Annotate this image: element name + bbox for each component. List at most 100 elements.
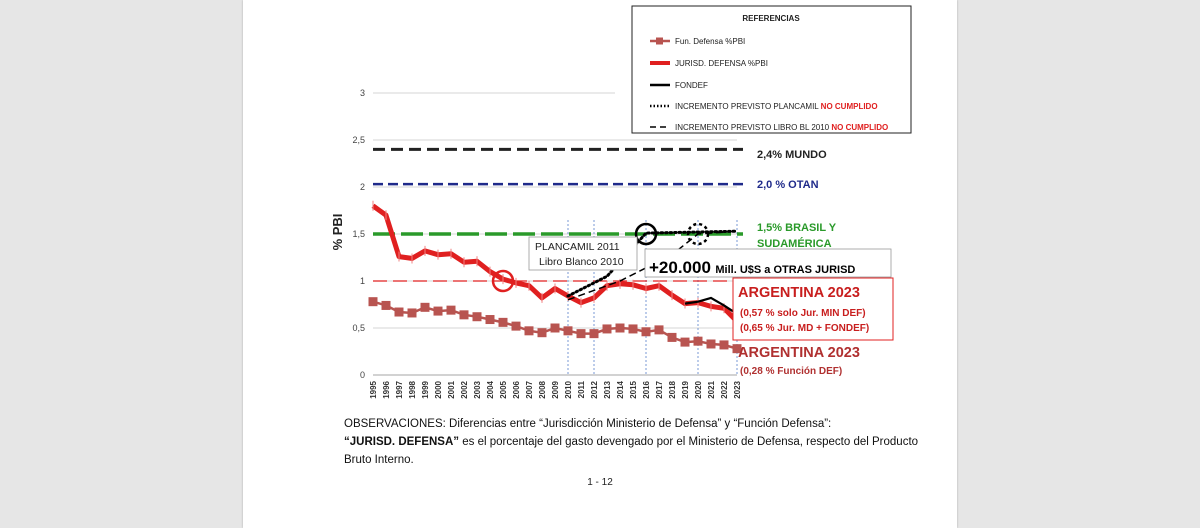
- reference-lines: [373, 147, 743, 282]
- legend-item-fun-defensa: Fun. Defensa %PBI: [650, 37, 745, 46]
- x-tick-label: 2005: [499, 380, 508, 398]
- x-tick-label: 2015: [629, 380, 638, 398]
- fun-defensa-point: [602, 324, 612, 334]
- x-tick-label: 2002: [460, 380, 469, 398]
- axes: 0 0,5 1 1,5 2 2,5 3 1995 1996 1997 1998 1999 2000 200…: [330, 88, 742, 399]
- otras-jurisd-text: +20.000 Mill. U$S a OTRAS JURISD: [649, 258, 855, 277]
- observations: OBSERVACIONES: Diferencias entre “Jurisd…: [344, 415, 944, 469]
- x-tick-label: 2022: [720, 380, 729, 398]
- x-tick-label: 2010: [564, 380, 573, 398]
- fun-defensa-point: [420, 302, 430, 312]
- observations-line-2-rest: es el porcentaje del gasto devengado por…: [459, 436, 919, 448]
- highlight-circle-1: [634, 222, 658, 246]
- fun-defensa-point: [563, 326, 573, 336]
- legend-label-text: INCREMENTO PREVISTO LIBRO BL 2010: [675, 123, 830, 132]
- legend-label: Fun. Defensa %PBI: [675, 37, 745, 46]
- ref-label-brasil: 1,5% BRASIL Y: [757, 222, 837, 234]
- otras-jurisd-label: Mill. U$S a OTRAS JURISD: [715, 264, 855, 276]
- fun-defensa-point: [407, 308, 417, 318]
- fun-defensa-point: [459, 310, 469, 320]
- x-tick-label: 2003: [473, 380, 482, 398]
- legend-label: JURISD. DEFENSA %PBI: [675, 59, 768, 68]
- fun-defensa-point: [654, 325, 664, 335]
- plancamil-line-2: Libro Blanco 2010: [539, 256, 624, 268]
- argentina-red-line-2: (0,65 % Jur. MD + FONDEF): [740, 323, 869, 334]
- fun-defensa-point: [524, 326, 534, 336]
- x-tick-label: 2019: [681, 380, 690, 398]
- x-tick-label: 2004: [486, 380, 495, 398]
- legend: REFERENCIAS Fun. Defensa %PBI JURISD. DE…: [631, 5, 912, 134]
- legend-label: FONDEF: [675, 81, 708, 90]
- legend-label: INCREMENTO PREVISTO LIBRO BL 2010 NO CUM…: [675, 123, 888, 132]
- x-tick-label: 2018: [668, 380, 677, 398]
- fun-defensa-point: [576, 329, 586, 339]
- x-tick-label: 1997: [395, 380, 404, 398]
- fun-defensa-point: [628, 324, 638, 334]
- legend-item-libro-blanco: INCREMENTO PREVISTO LIBRO BL 2010 NO CUM…: [650, 123, 888, 132]
- x-tick-label: 2012: [590, 380, 599, 398]
- plancamil-line-1: PLANCAMIL 2011: [535, 241, 620, 253]
- observations-line-2: “JURISD. DEFENSA” es el porcentaje del g…: [344, 433, 944, 451]
- observations-line-3: Bruto Interno.: [344, 454, 414, 466]
- fun-defensa-point: [381, 300, 391, 310]
- y-tick-label: 3: [360, 88, 365, 98]
- legend-item-fondef: FONDEF: [650, 81, 708, 90]
- x-tick-label: 2001: [447, 380, 456, 398]
- fun-defensa-point: [550, 323, 560, 333]
- argentina-brown-line-1: (0,28 % Función DEF): [740, 366, 842, 377]
- page-number: 1 - 12: [587, 477, 613, 488]
- legend-item-plancamil: INCREMENTO PREVISTO PLANCAMIL NO CUMPLID…: [650, 102, 878, 111]
- x-tick-label: 1995: [369, 380, 378, 398]
- fun-defensa-point: [706, 339, 716, 349]
- fun-defensa-point: [693, 336, 703, 346]
- y-tick-label: 2,5: [352, 135, 365, 145]
- y-tick-label: 0,5: [352, 323, 365, 333]
- x-tick-label: 2016: [642, 380, 651, 398]
- x-tick-label: 2014: [616, 380, 625, 398]
- legend-label: INCREMENTO PREVISTO PLANCAMIL NO CUMPLID…: [675, 102, 878, 111]
- observations-bold-term: “JURISD. DEFENSA”: [344, 436, 460, 448]
- fun-defensa-point: [732, 344, 742, 354]
- fun-defensa-point: [485, 315, 495, 325]
- x-tick-label: 2021: [707, 380, 716, 398]
- ref-label-otan: 2,0 % OTAN: [757, 179, 819, 191]
- fun-defensa-point: [537, 328, 547, 338]
- y-axis-title: % PBI: [330, 214, 345, 251]
- x-tick-label: 2006: [512, 380, 521, 398]
- legend-label-text: INCREMENTO PREVISTO PLANCAMIL: [675, 102, 819, 111]
- data-series: [368, 200, 742, 354]
- fun-defensa-point: [368, 297, 378, 307]
- fun-defensa-point: [498, 317, 508, 327]
- fun-defensa-point: [446, 305, 456, 315]
- legend-status: NO CUMPLIDO: [821, 102, 878, 111]
- otras-jurisd-annotation: +20.000 Mill. U$S a OTRAS JURISD: [644, 248, 892, 278]
- document-page: 0 0,5 1 1,5 2 2,5 3 1995 1996 1997 1998 1999 2000 200…: [243, 0, 957, 528]
- fun-defensa-point: [615, 323, 625, 333]
- fun-defensa-point: [433, 306, 443, 316]
- x-tick-label: 2023: [733, 380, 742, 398]
- x-tick-label: 1996: [382, 380, 391, 398]
- fun-defensa-point: [641, 327, 651, 337]
- legend-title: REFERENCIAS: [742, 14, 800, 23]
- fun-defensa-point: [511, 321, 521, 331]
- y-tick-label: 1: [360, 276, 365, 286]
- argentina-brown-title: ARGENTINA 2023: [738, 345, 860, 361]
- argentina-2023-jurisd-annotation: ARGENTINA 2023 (0,57 % solo Jur. MIN DEF…: [732, 277, 894, 341]
- x-tick-label: 2017: [655, 380, 664, 398]
- argentina-red-line-1: (0,57 % solo Jur. MIN DEF): [740, 308, 866, 319]
- y-tick-label: 2: [360, 182, 365, 192]
- argentina-red-title: ARGENTINA 2023: [738, 285, 860, 301]
- x-tick-label: 2020: [694, 380, 703, 398]
- ref-label-mundo: 2,4% MUNDO: [757, 149, 827, 161]
- y-tick-label: 1,5: [352, 229, 365, 239]
- fun-defensa-point: [472, 312, 482, 322]
- plancamil-annotation: PLANCAMIL 2011 Libro Blanco 2010: [528, 236, 638, 271]
- fun-defensa-point: [394, 307, 404, 317]
- fun-defensa-point: [719, 340, 729, 350]
- x-tick-label: 1998: [408, 380, 417, 398]
- legend-status: NO CUMPLIDO: [831, 123, 888, 132]
- x-tick-label: 2009: [551, 380, 560, 398]
- observations-line-1: OBSERVACIONES: Diferencias entre “Jurisd…: [344, 418, 832, 430]
- fun-defensa-point: [589, 329, 599, 339]
- y-tick-label: 0: [360, 370, 365, 380]
